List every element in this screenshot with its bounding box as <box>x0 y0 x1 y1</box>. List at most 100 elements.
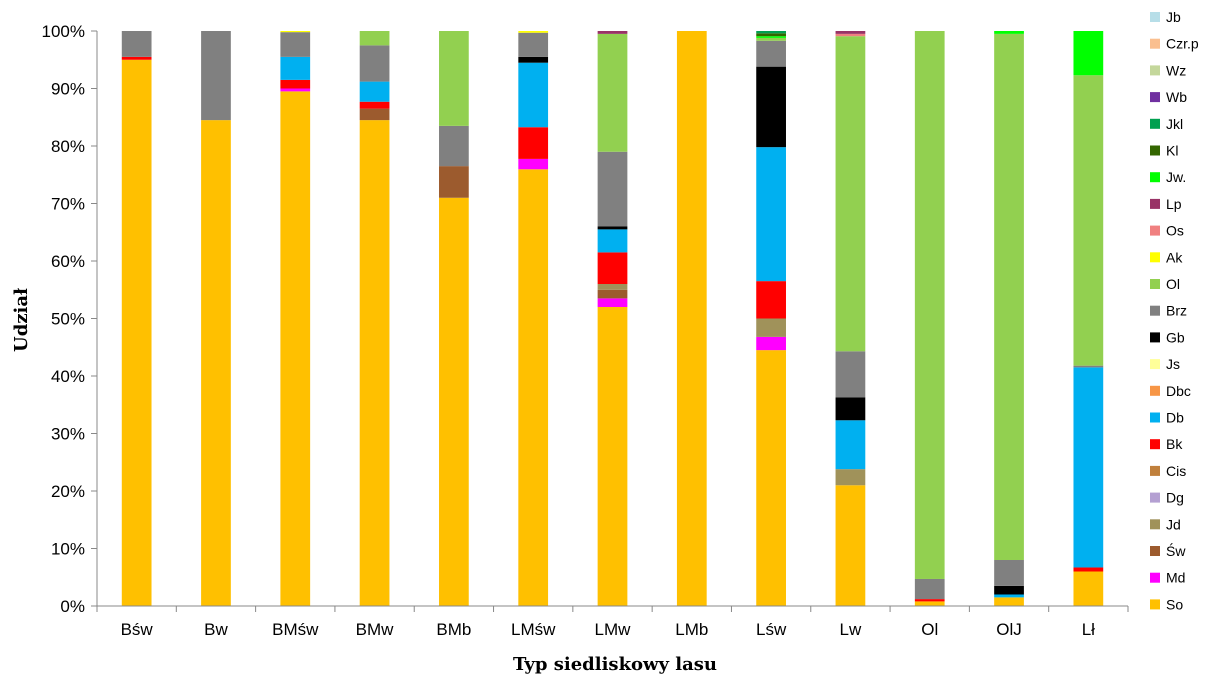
bar-segment <box>914 599 945 602</box>
bar-segment <box>994 560 1024 586</box>
legend-label: Cis <box>1166 463 1186 479</box>
bar-segment <box>518 127 549 159</box>
bar-segment <box>359 81 390 102</box>
x-tick-label: BMw <box>356 620 395 639</box>
legend-swatch <box>1150 492 1160 503</box>
bar-segment <box>914 31 945 579</box>
legend-swatch <box>1150 65 1160 76</box>
bar-segment <box>756 33 786 37</box>
legend-label: Wb <box>1166 89 1187 105</box>
bar-segment <box>280 88 311 92</box>
x-tick-label: Lł <box>1082 620 1095 639</box>
bar-segment <box>835 351 866 398</box>
bar-segment <box>280 32 311 57</box>
legend-label: Jd <box>1166 516 1181 532</box>
bar-segment <box>518 32 549 57</box>
bar-segment <box>518 62 549 128</box>
legend-swatch <box>1150 546 1160 556</box>
bar-segment <box>756 350 786 606</box>
plot-bars <box>121 31 1104 606</box>
legend-label: So <box>1166 596 1183 612</box>
legend-swatch <box>1150 599 1160 610</box>
bar-segment <box>359 45 390 82</box>
legend-swatch <box>1150 305 1160 316</box>
y-tick-label: 40% <box>51 367 85 386</box>
legend-label: Ak <box>1166 249 1183 265</box>
bar-segment <box>280 91 311 606</box>
y-tick-label: 50% <box>51 310 85 329</box>
bar-segment <box>676 31 707 606</box>
bar-segment <box>280 31 311 33</box>
bar-segment <box>914 601 945 606</box>
legend-swatch <box>1150 572 1160 583</box>
legend-label: Dg <box>1166 490 1184 506</box>
bar-segment <box>994 594 1024 598</box>
bar-segment <box>756 318 786 337</box>
bar-segment <box>756 37 786 41</box>
bar-segment <box>280 56 311 80</box>
legend-label: Ol <box>1166 276 1180 292</box>
legend-label: Lp <box>1166 196 1182 212</box>
y-tick-label: 80% <box>51 137 85 156</box>
bar-segment <box>994 31 1024 34</box>
legend-label: Js <box>1166 356 1180 372</box>
y-tick-label: 30% <box>51 425 85 444</box>
y-tick-label: 70% <box>51 195 85 214</box>
bar-segment <box>994 597 1024 606</box>
legend-swatch <box>1150 38 1160 49</box>
y-tick-label: 10% <box>51 540 85 559</box>
bar-segment <box>439 125 469 167</box>
bar-segment <box>201 31 231 121</box>
bar-segment <box>756 40 786 67</box>
x-tick-label: LMw <box>595 620 632 639</box>
legend-label: Brz <box>1166 303 1187 319</box>
legend-swatch <box>1150 519 1160 530</box>
legend-label: Jb <box>1166 9 1181 25</box>
bar-segment <box>756 66 786 148</box>
bar-segment <box>756 36 786 38</box>
bar-segment <box>994 585 1024 595</box>
bar-segment <box>994 33 1024 560</box>
legend-label: Bk <box>1166 436 1183 452</box>
bar-segment <box>1073 367 1104 568</box>
bar-segment <box>201 120 231 606</box>
bar-segment <box>597 289 628 299</box>
legend: Jb Czr.p Wz Wb Jkl Kl Jw. Lp Os Ak Ol Brz Gb Js Dbc Db B… <box>1150 9 1199 612</box>
bar-segment <box>756 336 786 351</box>
x-tick-label: Ol <box>921 620 938 639</box>
bar-segment <box>835 36 866 352</box>
legend-swatch <box>1150 385 1160 396</box>
y-tick-label: 100% <box>42 22 85 41</box>
legend-label: Md <box>1166 570 1185 586</box>
bar-segment <box>597 252 628 284</box>
legend-label: Jw. <box>1166 169 1186 185</box>
legend-swatch <box>1150 412 1160 423</box>
bar-segment <box>518 158 549 170</box>
bar-segment <box>359 31 390 46</box>
bar-segment <box>597 307 628 606</box>
bar-segment <box>597 229 628 253</box>
bar-segment <box>439 31 469 126</box>
legend-swatch <box>1150 172 1160 183</box>
x-tick-label: Lśw <box>756 620 787 639</box>
y-tick-label: 90% <box>51 80 85 99</box>
bar-segment <box>359 120 390 606</box>
legend-swatch <box>1150 279 1160 289</box>
bar-segment <box>518 169 549 606</box>
bar-segment <box>914 578 945 600</box>
bar-segment <box>439 166 469 198</box>
bar-segment <box>1073 365 1104 368</box>
legend-swatch <box>1150 252 1160 263</box>
x-tick-label: BMśw <box>272 620 319 639</box>
legend-swatch <box>1150 198 1160 209</box>
bar-segment <box>1073 31 1104 76</box>
x-tick-label: Lw <box>840 620 862 639</box>
legend-swatch <box>1150 118 1160 129</box>
bar-segment <box>835 33 866 37</box>
legend-swatch <box>1150 92 1160 103</box>
legend-swatch <box>1150 439 1160 450</box>
bar-segment <box>835 485 866 606</box>
bar-segment <box>756 147 786 282</box>
